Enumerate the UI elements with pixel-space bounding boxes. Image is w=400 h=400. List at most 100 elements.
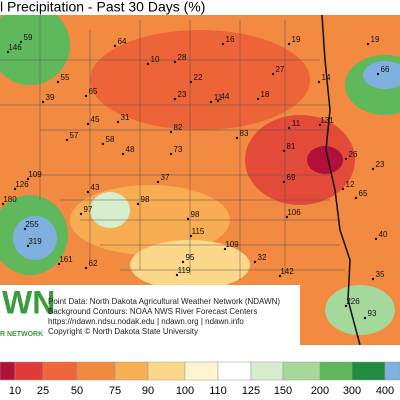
- station-value: 81: [287, 142, 296, 151]
- footer-line: Background Contours: NOAA NWS River Fore…: [48, 307, 257, 316]
- station-value: 106: [287, 208, 301, 217]
- station-value: 83: [240, 129, 249, 138]
- station-value: 180: [3, 195, 17, 204]
- station-value: 131: [320, 116, 334, 125]
- station-dot: [376, 72, 380, 76]
- legend-swatch: [250, 361, 284, 381]
- station-value: 65: [89, 87, 98, 96]
- station-dot: [56, 80, 60, 84]
- station-dot: [86, 190, 90, 194]
- legend-swatch: [114, 361, 149, 381]
- station-value: 37: [161, 173, 170, 182]
- contour: [0, 15, 70, 85]
- legend-label: 110: [209, 385, 227, 397]
- station-dot: [366, 42, 370, 46]
- station-dot: [6, 50, 10, 54]
- station-dot: [41, 100, 45, 104]
- footer-text: Point Data: North Dakota Agricultural We…: [48, 297, 280, 336]
- station-dot: [341, 187, 345, 191]
- legend-label: 300: [343, 385, 361, 397]
- station-value: 98: [141, 195, 150, 204]
- station-value: 32: [258, 253, 267, 262]
- station-dot: [86, 122, 90, 126]
- station-value: 58: [106, 135, 115, 144]
- station-dot: [278, 274, 282, 278]
- station-value: 31: [121, 113, 130, 122]
- legend-swatch: [0, 361, 16, 381]
- station-value: 64: [118, 37, 127, 46]
- station-value: 11: [292, 119, 301, 128]
- station-value: 59: [24, 33, 33, 42]
- station-dot: [113, 44, 117, 48]
- station-value: 95: [186, 253, 195, 262]
- legend-swatch: [282, 361, 321, 381]
- title: l Precipitation - Past 30 Days (%): [0, 0, 205, 15]
- station-value: 97: [84, 205, 93, 214]
- station-dot: [26, 177, 30, 181]
- legend: 10 25 50 75 90 100 110 125 150 200 300 400: [0, 361, 400, 397]
- logo: WN: [2, 284, 55, 320]
- station-value: 55: [61, 73, 70, 82]
- legend-label: 10: [9, 385, 21, 397]
- station-dot: [282, 180, 286, 184]
- legend-swatch: [76, 361, 116, 381]
- legend-label: 90: [142, 385, 154, 397]
- station-dot: [156, 180, 160, 184]
- station-dot: [354, 196, 358, 200]
- station-value: 98: [191, 210, 200, 219]
- station-value: 27: [276, 65, 285, 74]
- footer-line: Copyright © North Dakota State Universit…: [48, 327, 198, 336]
- contour: [307, 146, 343, 174]
- station-value: 39: [46, 93, 55, 102]
- station-dot: [79, 212, 83, 216]
- station-value: 57: [70, 131, 79, 140]
- station-value: 66: [381, 65, 390, 74]
- station-dot: [116, 120, 120, 124]
- station-dot: [189, 234, 193, 238]
- legend-swatch: [42, 361, 78, 381]
- station-dot: [271, 72, 275, 76]
- county-lines: [0, 15, 345, 280]
- station-dot: [175, 273, 179, 277]
- station-value: 40: [379, 230, 388, 239]
- station-dot: [287, 42, 291, 46]
- station-value: 23: [376, 160, 385, 169]
- station-dot: [253, 260, 257, 264]
- legend-label: 100: [176, 385, 194, 397]
- station-dot: [169, 152, 173, 156]
- station-dot: [181, 260, 185, 264]
- station-value: 28: [178, 53, 187, 62]
- station-dot: [121, 152, 125, 156]
- station-value: 43: [91, 183, 100, 192]
- station-dot: [65, 138, 69, 142]
- station-dot: [57, 262, 61, 266]
- legend-swatch: [147, 361, 186, 381]
- station-dot: [282, 149, 286, 153]
- station-dot: [285, 215, 289, 219]
- station-dot: [189, 80, 193, 84]
- state-border: [321, 15, 361, 345]
- contour: [90, 192, 130, 228]
- legend-label: 75: [109, 385, 121, 397]
- station-dot: [235, 136, 239, 140]
- station-dot: [1, 202, 5, 206]
- station-value: 226: [346, 297, 360, 306]
- footer-line: Point Data: North Dakota Agricultural We…: [48, 297, 280, 306]
- station-dot: [101, 142, 105, 146]
- station-value: 73: [174, 145, 183, 154]
- station-dot: [344, 304, 348, 308]
- station-dot: [209, 100, 213, 104]
- station-dot: [223, 247, 227, 251]
- station-dot: [256, 97, 260, 101]
- legend-swatch: [184, 361, 219, 381]
- station-dot: [216, 99, 220, 103]
- station-dot: [146, 62, 150, 66]
- station-dot: [136, 202, 140, 206]
- contour: [13, 216, 57, 260]
- station-value: 44: [221, 92, 230, 101]
- station-value: 142: [280, 267, 294, 276]
- legend-swatch: [217, 361, 252, 381]
- station-value: 109: [28, 170, 42, 179]
